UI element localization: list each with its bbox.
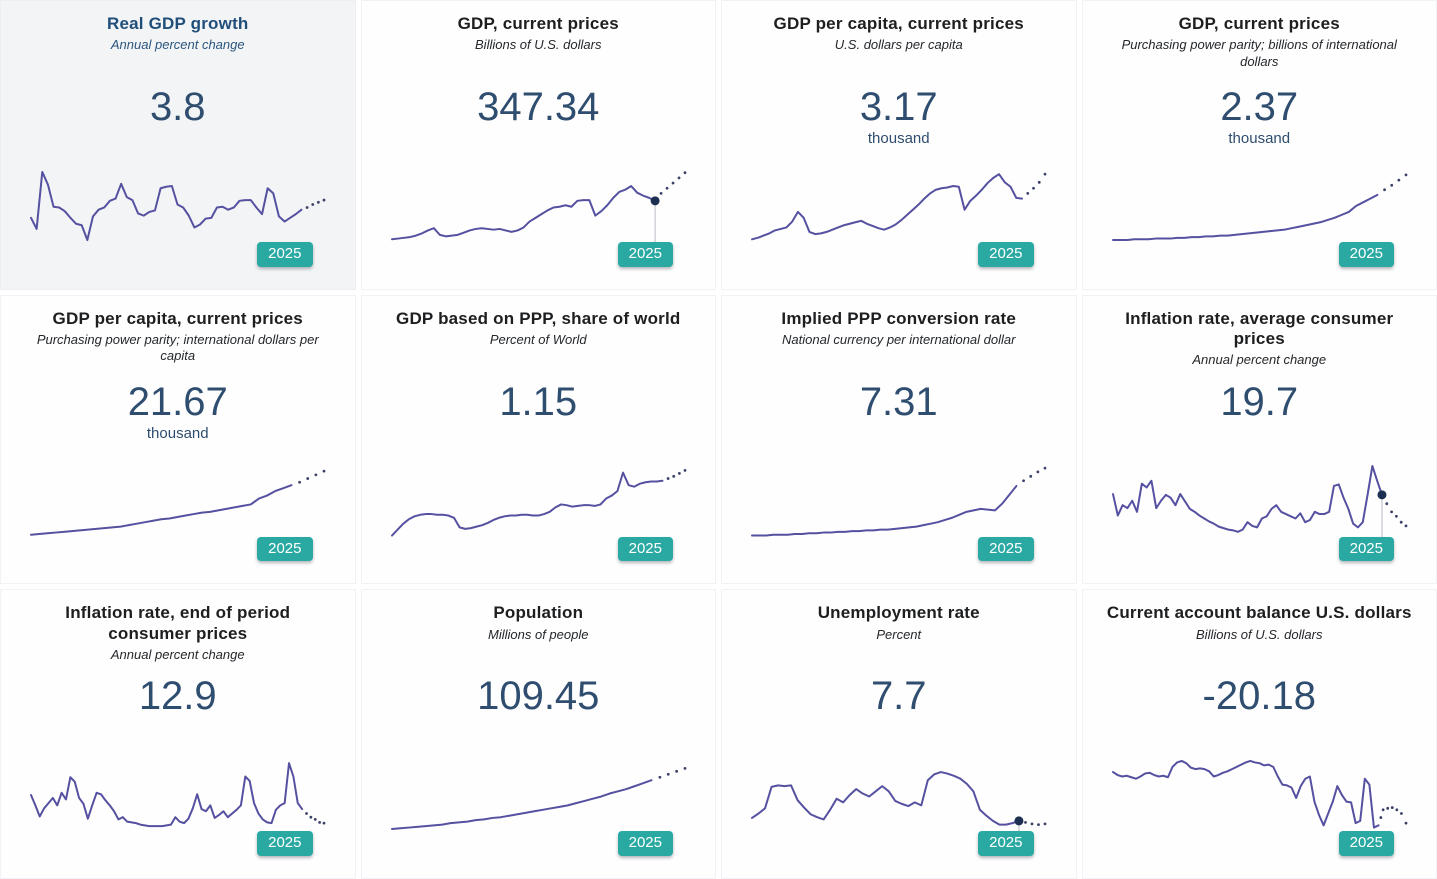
sparkline-chart xyxy=(390,766,686,831)
year-badge: 2025 xyxy=(257,242,313,267)
tile-value-block: 3.17 thousand xyxy=(722,85,1076,148)
tile-value-unit xyxy=(1,130,355,148)
indicator-tile[interactable]: Unemployment rate Percent 7.7 2025 xyxy=(721,589,1077,879)
year-badge: 2025 xyxy=(978,831,1034,856)
tile-value-block: 7.7 xyxy=(722,674,1076,737)
tile-title: GDP, current prices xyxy=(1178,14,1340,33)
year-badge: 2025 xyxy=(617,536,673,562)
indicator-tile[interactable]: GDP, current prices Purchasing power par… xyxy=(1081,0,1437,290)
tile-subtitle: Annual percent change xyxy=(110,37,245,53)
indicator-tile[interactable]: GDP per capita, current prices U.S. doll… xyxy=(721,0,1077,290)
indicator-tile[interactable]: Inflation rate, average consumer prices … xyxy=(1081,294,1437,585)
tile-value: 347.34 xyxy=(477,85,600,129)
indicator-tile[interactable]: Inflation rate, end of period consumer p… xyxy=(0,589,356,879)
tile-value-unit: thousand xyxy=(146,424,209,442)
tile-subtitle: Billions of U.S. dollars xyxy=(475,37,602,53)
sparkline-chart xyxy=(1111,465,1407,548)
tile-value: 21.67 xyxy=(127,379,228,424)
tile-value-block: 109.45 xyxy=(362,674,716,737)
indicator-tile[interactable]: Real GDP growth Annual percent change 3.… xyxy=(0,0,356,290)
tile-value-unit xyxy=(722,425,1076,443)
sparkline-chart xyxy=(751,467,1047,537)
tile-subtitle: Billions of U.S. dollars xyxy=(1196,626,1323,642)
tile-subtitle: Millions of people xyxy=(488,626,589,642)
indicator-tile[interactable]: Current account balance U.S. dollars Bil… xyxy=(1081,589,1437,879)
tile-title: GDP per capita, current prices xyxy=(773,14,1024,33)
year-badge: 2025 xyxy=(1338,242,1394,267)
year-badge: 2025 xyxy=(1338,831,1394,856)
tile-value: 2.37 xyxy=(1220,85,1299,129)
tile-title: GDP per capita, current prices xyxy=(52,308,303,328)
tile-subtitle: Percent xyxy=(876,626,922,642)
tile-subtitle: Purchasing power parity; international d… xyxy=(36,332,319,364)
tile-value-block: 3.8 xyxy=(1,85,355,148)
tile-value-unit xyxy=(1083,719,1437,737)
tile-value-block: 19.7 xyxy=(1083,380,1437,443)
tile-value-unit: thousand xyxy=(867,130,930,147)
tile-value: 19.7 xyxy=(1220,379,1299,424)
sparkline-chart xyxy=(1111,759,1407,829)
tile-title: Inflation rate, average consumer prices xyxy=(1125,308,1394,349)
sparkline-chart xyxy=(30,470,326,537)
tile-title: GDP based on PPP, share of world xyxy=(396,308,681,328)
tile-value-block: 347.34 xyxy=(362,85,716,148)
indicator-tile[interactable]: Population Millions of people 109.45 202… xyxy=(360,589,716,879)
tile-title: Current account balance U.S. dollars xyxy=(1106,603,1412,623)
tile-value: 7.7 xyxy=(870,674,927,719)
sparkline-chart xyxy=(751,172,1047,240)
year-badge: 2025 xyxy=(978,536,1034,562)
tile-value: 7.31 xyxy=(859,379,938,424)
sparkline-chart xyxy=(30,170,326,241)
tile-title: Population xyxy=(493,603,584,623)
tile-subtitle: Percent of World xyxy=(489,332,587,348)
tile-value-unit xyxy=(362,130,716,148)
tile-subtitle: U.S. dollars per capita xyxy=(834,37,963,53)
sparkline-chart xyxy=(1111,173,1407,241)
tile-value-block: 12.9 xyxy=(1,674,355,737)
tile-value-block: -20.18 xyxy=(1083,674,1437,737)
tile-value-block: 1.15 xyxy=(362,380,716,443)
sparkline-chart xyxy=(390,170,686,253)
tile-value: 12.9 xyxy=(138,674,217,719)
tile-title: Inflation rate, end of period consumer p… xyxy=(65,603,291,643)
tile-value-unit xyxy=(1083,425,1437,443)
tile-value-unit xyxy=(722,719,1076,737)
tile-title: Implied PPP conversion rate xyxy=(781,308,1017,328)
indicator-tile[interactable]: GDP, current prices Billions of U.S. dol… xyxy=(360,0,716,290)
tile-value-block: 21.67 thousand xyxy=(1,380,355,443)
tile-value-unit: thousand xyxy=(1228,130,1291,147)
year-badge: 2025 xyxy=(978,242,1034,267)
tile-title: Unemployment rate xyxy=(817,603,980,623)
tile-value-unit xyxy=(362,425,716,443)
tile-value-unit xyxy=(1,719,355,737)
tile-value: 3.8 xyxy=(149,85,206,129)
year-badge: 2025 xyxy=(617,831,673,856)
sparkline-chart xyxy=(390,469,686,537)
tile-value-unit xyxy=(362,719,716,737)
tile-subtitle: Annual percent change xyxy=(1192,352,1327,368)
indicator-tile[interactable]: GDP based on PPP, share of world Percent… xyxy=(360,294,716,585)
tile-value: 109.45 xyxy=(477,674,600,719)
tile-title: GDP, current prices xyxy=(457,14,619,33)
sparkline-chart xyxy=(30,762,326,828)
year-badge: 2025 xyxy=(1338,536,1394,562)
sparkline-chart xyxy=(751,771,1047,842)
tile-value-block: 2.37 thousand xyxy=(1083,85,1437,148)
tile-subtitle: National currency per international doll… xyxy=(782,332,1016,348)
tile-subtitle: Annual percent change xyxy=(110,647,245,663)
indicator-tile[interactable]: Implied PPP conversion rate National cur… xyxy=(721,294,1077,585)
tile-value: -20.18 xyxy=(1202,674,1316,719)
tile-value: 3.17 xyxy=(859,85,938,129)
indicator-tile[interactable]: GDP per capita, current prices Purchasin… xyxy=(0,294,356,585)
tile-value-block: 7.31 xyxy=(722,380,1076,443)
year-badge: 2025 xyxy=(617,242,673,267)
year-badge: 2025 xyxy=(257,536,313,562)
tile-subtitle: Purchasing power parity; billions of int… xyxy=(1121,37,1397,69)
year-badge: 2025 xyxy=(257,831,313,856)
tile-value: 1.15 xyxy=(499,379,578,424)
tile-title: Real GDP growth xyxy=(106,14,249,33)
